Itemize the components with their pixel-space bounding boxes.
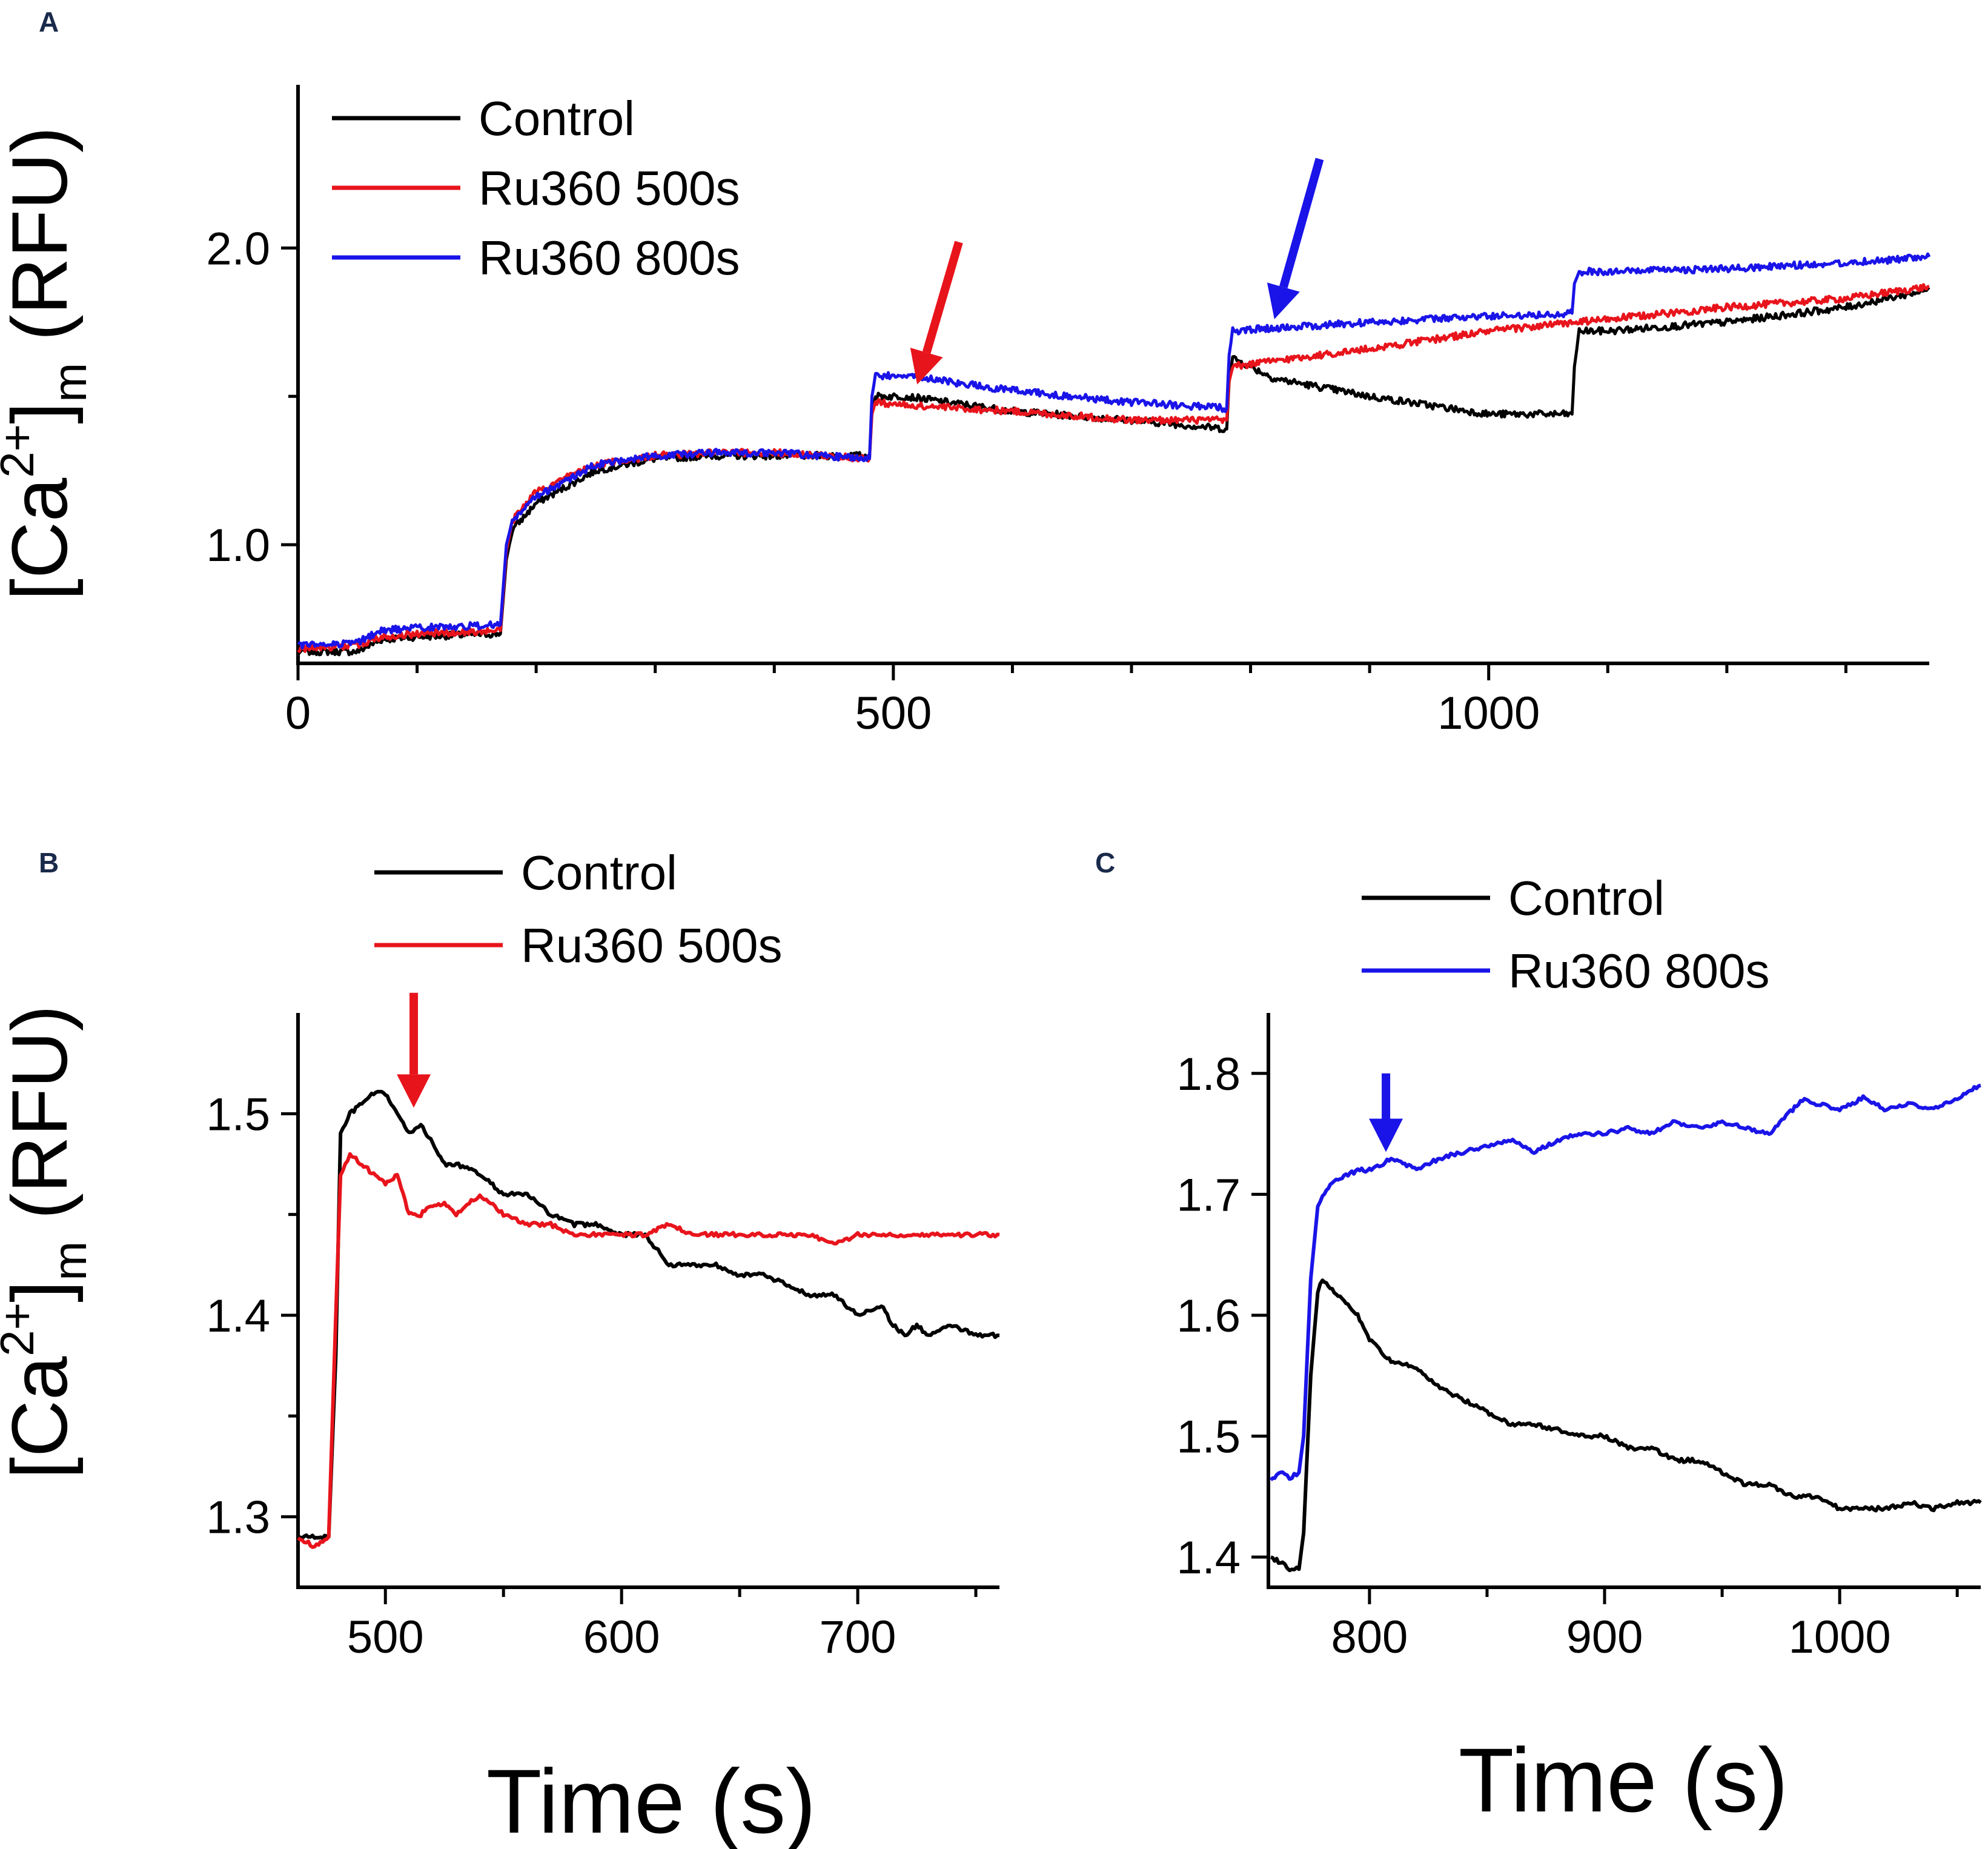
y-tick-label: 1.0: [206, 520, 270, 571]
x-axis-title-c: Time (s): [1459, 1729, 1788, 1831]
legend-label: Ru360 800s: [1508, 944, 1769, 998]
y-tick-label: 1.8: [1176, 1049, 1241, 1100]
x-tick-label: 500: [855, 688, 932, 739]
panel-label-a: A: [39, 6, 59, 38]
x-tick-label: 700: [820, 1612, 896, 1663]
series-line-control: [297, 1089, 1000, 1540]
series-layer-c: [1269, 1083, 1982, 1573]
arrow-head: [1369, 1118, 1403, 1152]
x-tick-label: 500: [347, 1612, 424, 1663]
y-tick-label: 1.5: [1176, 1412, 1241, 1463]
x-axis-title-b: Time (s): [486, 1750, 816, 1849]
x-tick-label: 900: [1566, 1612, 1643, 1663]
panel-a: A [Ca2+]m (RFU) 0 500 1000 1.0 2.0 Control Ru…: [0, 6, 1931, 739]
panel-c: C 800 900 1000 1.4 1.5 1.6 1.7 1.8 Control Ru360…: [1095, 847, 1982, 1831]
arrow-shaft: [1279, 158, 1324, 288]
arrows-a: [910, 158, 1324, 385]
series-layer-b: [297, 1089, 1000, 1549]
panel-b: B [Ca2+]m (RFU) 500 600 700 1.3 1.4 1.5 Contr…: [0, 846, 1000, 1849]
legend-label: Ru360 500s: [479, 161, 740, 215]
y-axis-title-a: [Ca2+]m (RFU): [0, 127, 96, 600]
y-tick-label: 2.0: [206, 223, 270, 274]
arrow-head: [910, 347, 943, 385]
panel-label-b: B: [39, 847, 59, 878]
legend-label: Control: [521, 846, 677, 900]
y-tick-label: 1.4: [1176, 1532, 1241, 1584]
y-axis-title-text: [Ca2+]m (RFU): [0, 127, 96, 600]
arrow-head: [397, 1074, 431, 1108]
arrows-b: [397, 992, 431, 1108]
y-tick-label: 1.5: [206, 1089, 270, 1140]
arrow-head: [1267, 282, 1300, 319]
x-tick-label: 600: [583, 1612, 660, 1663]
series-line-control: [1270, 1278, 1982, 1573]
series-line-control: [296, 287, 1930, 657]
series-line-ru360-800s: [297, 252, 1931, 650]
y-tick-label: 1.6: [1176, 1290, 1241, 1342]
y-tick-label: 1.7: [1176, 1169, 1241, 1221]
legend-b: Control Ru360 500s: [374, 846, 782, 972]
x-tick-label: 0: [285, 688, 311, 739]
axes-c: 800 900 1000 1.4 1.5 1.6 1.7 1.8: [1176, 1013, 1981, 1663]
axes-b: 500 600 700 1.3 1.4 1.5: [206, 1013, 999, 1663]
y-tick-label: 1.3: [206, 1492, 270, 1544]
legend-label: Control: [479, 91, 635, 145]
legend-a: Control Ru360 500s Ru360 800s: [332, 91, 740, 285]
series-line-ru360-800s: [1269, 1083, 1981, 1481]
axes-a: 0 500 1000 1.0 2.0: [206, 85, 1929, 739]
panel-label-c: C: [1095, 847, 1115, 878]
series-line-ru360-500s: [297, 1152, 1000, 1549]
x-tick-label: 1000: [1437, 688, 1540, 739]
y-axis-title-text: [Ca2+]m (RFU): [0, 1005, 96, 1479]
x-tick-label: 800: [1331, 1612, 1408, 1663]
legend-label: Ru360 500s: [521, 918, 782, 972]
x-tick-label: 1000: [1789, 1612, 1891, 1663]
arrows-c: [1369, 1073, 1403, 1152]
legend-label: Ru360 800s: [479, 231, 740, 285]
series-line-ru360-500s: [297, 283, 1930, 653]
y-axis-title-b: [Ca2+]m (RFU): [0, 1005, 96, 1479]
legend-c: Control Ru360 800s: [1362, 871, 1769, 998]
series-layer-a: [296, 252, 1931, 657]
y-tick-label: 1.4: [206, 1290, 270, 1342]
arrow-shaft: [922, 241, 963, 354]
legend-label: Control: [1508, 871, 1665, 925]
